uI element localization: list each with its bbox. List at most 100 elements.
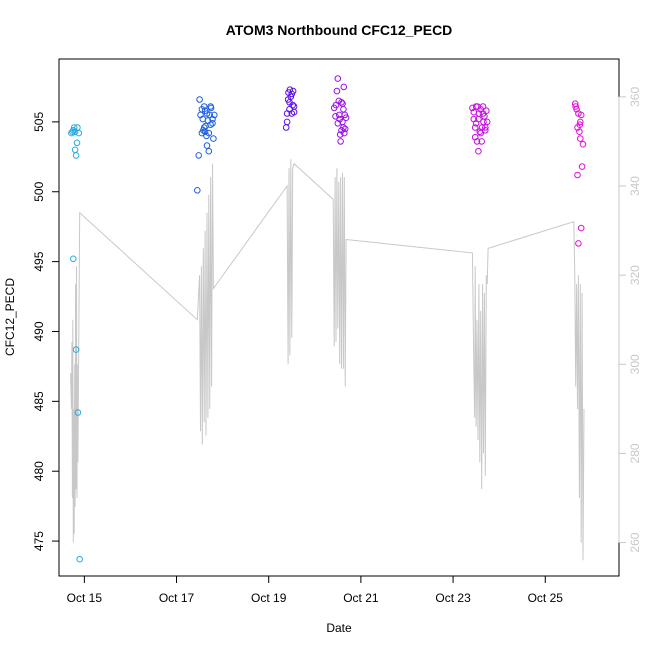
chart-title: ATOM3 Northbound CFC12_PECD (226, 22, 453, 38)
data-point (336, 131, 344, 138)
data-point (75, 129, 83, 137)
x-tick-label: Oct 17 (159, 591, 195, 605)
y-tick-label: 500 (32, 181, 46, 201)
data-point (477, 129, 485, 137)
data-point (288, 90, 296, 98)
data-point (473, 138, 481, 145)
data-point (334, 75, 342, 82)
data-point (471, 133, 479, 141)
data-point (69, 128, 76, 135)
data-point (207, 121, 214, 128)
x-tick-label: Oct 23 (435, 591, 471, 605)
y2-tick-label: 280 (628, 443, 642, 463)
data-point (574, 171, 581, 179)
data-point (209, 115, 216, 123)
data-point (73, 139, 81, 147)
data-point (479, 110, 487, 117)
data-point (334, 120, 342, 127)
x-tick-label: Oct 15 (67, 591, 103, 605)
y-tick-label: 495 (32, 251, 46, 271)
data-point (578, 163, 586, 170)
data-point (283, 118, 291, 126)
y-tick-label: 485 (32, 391, 46, 411)
data-point (207, 103, 214, 110)
y2-tick-label: 320 (628, 265, 642, 285)
data-point (195, 152, 202, 159)
data-point (472, 103, 480, 110)
y2-tick-label: 360 (628, 87, 642, 107)
data-point (203, 110, 211, 117)
data-point (342, 114, 350, 121)
data-point (74, 409, 82, 416)
y2-tick-label: 340 (628, 176, 642, 196)
data-point (205, 129, 213, 137)
data-point (483, 118, 491, 126)
axes-layer: Oct 15 Oct 17 Oct 19 Oct 21 Oct 23 Oct 25 475 4… (32, 87, 642, 605)
data-point (72, 152, 80, 159)
y-axis-label: CFC12_PECD (3, 278, 17, 356)
x-axis-label: Date (326, 621, 352, 635)
y-tick-label: 490 (32, 321, 46, 341)
data-point (338, 99, 345, 106)
data-point (475, 147, 482, 155)
data-point (200, 124, 208, 131)
data-point (290, 108, 298, 116)
data-point (194, 187, 201, 194)
data-point (282, 124, 290, 131)
data-point (205, 147, 213, 155)
y-tick-label: 480 (32, 461, 46, 481)
data-point (340, 106, 347, 113)
data-point (576, 128, 583, 135)
data-point (339, 100, 346, 107)
data-point (203, 142, 211, 149)
data-point (71, 146, 79, 154)
data-point (572, 103, 580, 110)
data-point (286, 99, 293, 106)
data-point (70, 255, 77, 263)
x-tick-label: Oct 19 (251, 591, 287, 605)
data-point (577, 135, 584, 142)
data-point (482, 127, 489, 134)
line-series-layer (70, 159, 585, 561)
data-point (333, 87, 341, 95)
x-tick-label: Oct 25 (528, 591, 564, 605)
data-point (201, 128, 209, 135)
data-point (200, 127, 207, 134)
data-point (336, 115, 344, 123)
data-point (475, 115, 482, 123)
data-point (340, 83, 348, 91)
points-layer (68, 75, 587, 563)
y-tick-label: 505 (32, 112, 46, 132)
data-point (575, 240, 582, 247)
data-point (479, 103, 487, 110)
data-point (482, 124, 489, 131)
data-point (290, 103, 298, 110)
data-point (577, 111, 585, 119)
data-point (209, 120, 216, 127)
y-tick-label: 475 (32, 531, 46, 551)
data-point (198, 106, 206, 113)
data-point (471, 124, 479, 131)
data-point (196, 96, 203, 103)
data-point (286, 86, 294, 93)
data-point (211, 111, 218, 119)
data-point (341, 129, 348, 137)
data-point (577, 224, 585, 232)
data-point (470, 108, 478, 116)
y2-tick-label: 260 (628, 532, 642, 552)
data-point (574, 124, 581, 131)
data-point (579, 140, 587, 148)
data-point (210, 135, 217, 142)
data-point (72, 346, 80, 353)
data-point (337, 138, 344, 145)
y2-tick-label: 300 (628, 354, 642, 374)
x-tick-label: Oct 21 (343, 591, 379, 605)
data-point (76, 555, 83, 563)
data-point (577, 118, 584, 126)
data-point (332, 101, 340, 109)
data-point (478, 138, 486, 145)
line-series (70, 159, 585, 561)
data-point (70, 124, 78, 131)
data-point (573, 106, 580, 113)
